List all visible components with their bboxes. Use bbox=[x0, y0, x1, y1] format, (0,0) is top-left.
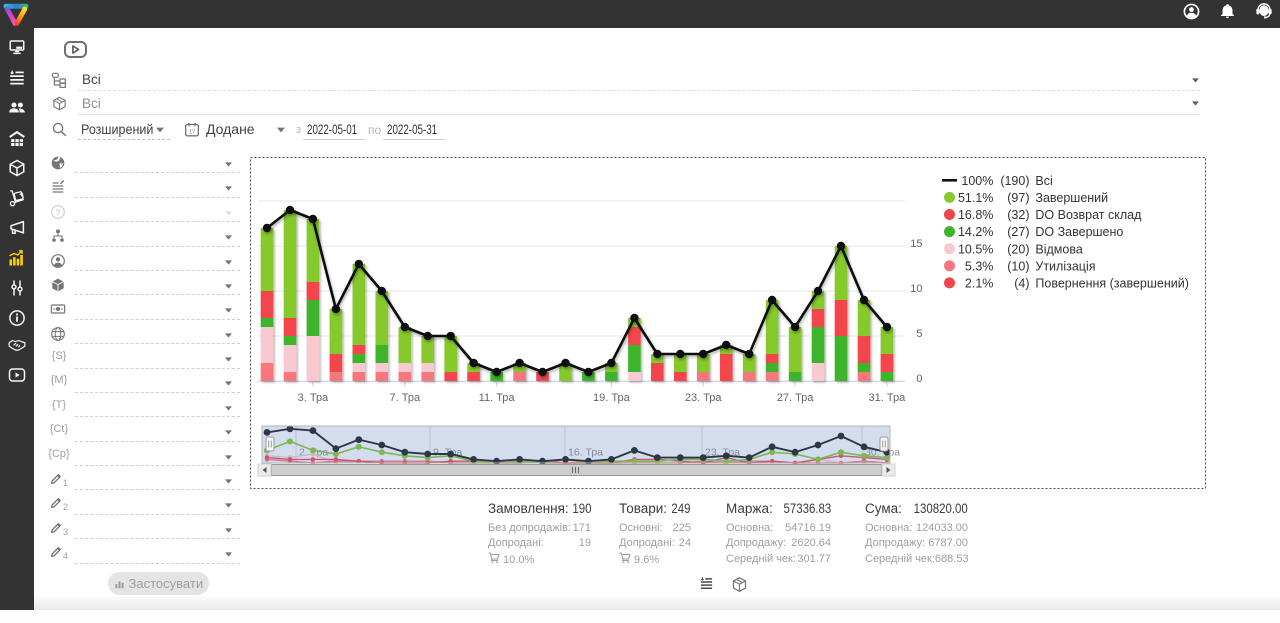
svg-text:(20): (20) bbox=[1007, 242, 1029, 256]
svg-text:14.2%: 14.2% bbox=[958, 225, 993, 239]
svg-text:100%: 100% bbox=[961, 174, 993, 188]
svg-text:Відмова: Відмова bbox=[1035, 242, 1082, 256]
svg-text:27. Тра: 27. Тра bbox=[777, 392, 815, 404]
svg-text:17: 17 bbox=[189, 130, 195, 136]
svg-text:51.1%: 51.1% bbox=[958, 191, 993, 205]
svg-text:7. Тра: 7. Тра bbox=[390, 392, 421, 404]
svg-text:0: 0 bbox=[916, 373, 922, 385]
svg-text:16.8%: 16.8% bbox=[958, 208, 993, 222]
svg-text:31. Тра: 31. Тра bbox=[869, 392, 907, 404]
svg-text:11. Тра: 11. Тра bbox=[479, 392, 516, 404]
svg-text:?: ? bbox=[55, 207, 60, 217]
svg-text:19. Тра: 19. Тра bbox=[593, 392, 631, 404]
svg-text:Всі: Всі bbox=[1035, 174, 1052, 188]
svg-text:(97): (97) bbox=[1007, 191, 1029, 205]
svg-text:2.1%: 2.1% bbox=[965, 277, 994, 291]
svg-text:10.5%: 10.5% bbox=[958, 242, 993, 256]
svg-text:(32): (32) bbox=[1007, 208, 1029, 222]
svg-text:Повернення (завершений): Повернення (завершений) bbox=[1035, 277, 1189, 291]
svg-text:(10): (10) bbox=[1007, 259, 1029, 273]
svg-text:(4): (4) bbox=[1014, 277, 1029, 291]
svg-text:23. Тра: 23. Тра bbox=[685, 392, 723, 404]
svg-text:Утилізація: Утилізація bbox=[1035, 259, 1095, 273]
svg-text:(27): (27) bbox=[1007, 225, 1029, 239]
svg-text:5: 5 bbox=[916, 328, 922, 340]
svg-text:3. Тра: 3. Тра bbox=[298, 392, 329, 404]
svg-text:16. Тра: 16. Тра bbox=[568, 447, 603, 459]
svg-text:10: 10 bbox=[910, 283, 922, 295]
svg-text:15: 15 bbox=[910, 238, 922, 250]
svg-text:DO Возврат склад: DO Возврат склад bbox=[1035, 208, 1142, 222]
svg-text:(190): (190) bbox=[1000, 174, 1029, 188]
svg-text:DO Завершено: DO Завершено bbox=[1035, 225, 1123, 239]
svg-text:Завершений: Завершений bbox=[1035, 191, 1108, 205]
svg-text:5.3%: 5.3% bbox=[965, 259, 994, 273]
